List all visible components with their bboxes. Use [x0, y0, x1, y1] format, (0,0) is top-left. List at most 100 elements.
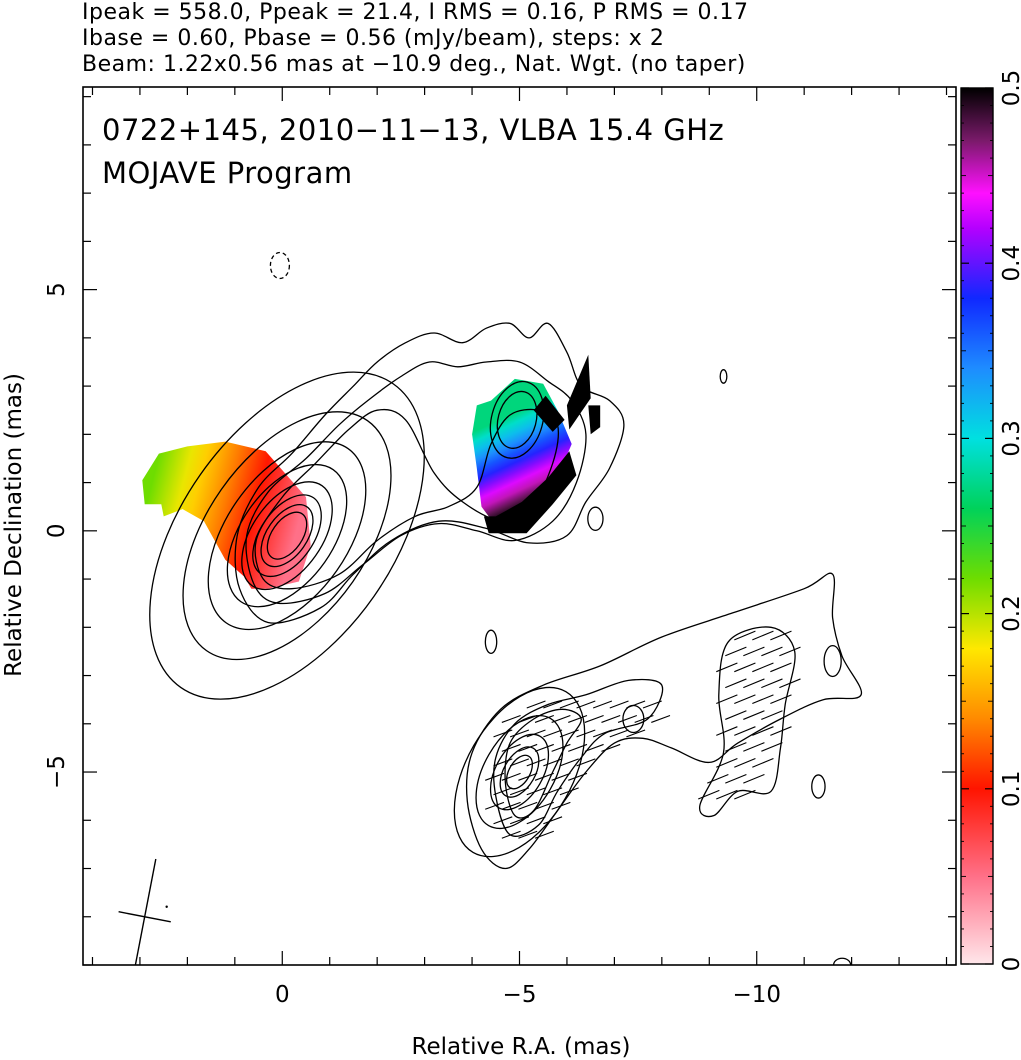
polarization-vector [501, 801, 521, 810]
axis-ticks [83, 87, 956, 966]
colorbar-fill [961, 88, 993, 964]
intensity-contour [489, 380, 545, 459]
polarization-vector [734, 630, 756, 641]
intensity-contour [226, 463, 348, 608]
polarization-vector [485, 801, 505, 810]
polarization-vector [534, 714, 554, 723]
polarization-vector [584, 714, 604, 723]
polarization-vector [761, 742, 783, 752]
polarization-vector [534, 743, 554, 752]
intensity-contour [475, 714, 564, 830]
polarization-vector [642, 700, 662, 709]
y-tick-label: 5 [44, 282, 70, 297]
polarization-vector [725, 773, 747, 784]
polarization-vector [752, 726, 774, 736]
polarization-vector [576, 700, 596, 709]
polarization-vector [626, 700, 646, 709]
fractional-polarization-layer [142, 354, 601, 589]
intensity-contour [832, 957, 852, 965]
polarization-vector [634, 714, 654, 723]
colorbar: 0 0.1 0.2 0.3 0.4 0.5 [960, 70, 1021, 971]
high-fraction-block [483, 451, 577, 534]
polarization-vector [576, 758, 596, 767]
polarization-vector [526, 758, 546, 767]
polarization-vector [518, 772, 538, 781]
polarization-vector [761, 646, 783, 657]
y-axis-label: Relative Declination (mas) [1, 373, 27, 677]
polarization-vector [770, 630, 792, 641]
polarization-vector [584, 743, 604, 752]
colorbar-tick-label: 0.5 [999, 70, 1021, 107]
header-line-3: Beam: 1.22x0.56 mas at −10.9 deg., Nat. … [82, 52, 746, 77]
polarization-vector [698, 789, 720, 800]
polarization-vector [501, 772, 521, 781]
polarization-vector [509, 816, 530, 825]
polarization-vector [534, 830, 554, 839]
polarization-vector [592, 700, 613, 709]
colorbar-tick-label: 0.3 [999, 420, 1021, 457]
colorbar-tick-label: 0.1 [999, 771, 1021, 808]
beam-minor-axis [118, 911, 171, 923]
polarization-vector [493, 787, 513, 796]
polarization-vector [770, 726, 792, 736]
polarization-vector [551, 801, 571, 810]
polarization-vector [752, 630, 774, 641]
intensity-contour [245, 359, 587, 605]
polarization-vector [743, 773, 765, 784]
polarization-vector [551, 772, 571, 781]
polarization-vector [568, 714, 588, 723]
polarization-vector [725, 742, 747, 752]
polarization-vector [501, 714, 521, 723]
polarization-vector [716, 758, 738, 768]
polarization-vector [761, 678, 783, 689]
intensity-contour [499, 746, 540, 798]
polarization-vector [543, 700, 563, 709]
intensity-contour [266, 511, 308, 560]
polarization-vector [651, 714, 671, 723]
polarization-vector [559, 729, 579, 738]
intensity-contour [241, 481, 333, 591]
intensity-contour [484, 629, 498, 655]
polarization-vector [559, 758, 579, 767]
polarization-vector [485, 772, 505, 781]
polarization-vector [592, 729, 613, 738]
polarization-vector [734, 758, 756, 768]
polarization-vector [734, 789, 756, 800]
polarization-vector [518, 801, 538, 810]
colorbar-tick-label: 0.2 [999, 595, 1021, 632]
colorbar-ticks: 0 0.1 0.2 0.3 0.4 0.5 [961, 70, 1021, 971]
polarization-vector [601, 743, 621, 752]
polarization-vector [526, 729, 546, 738]
polarization-vector [716, 726, 738, 736]
high-fraction-block [588, 405, 601, 435]
polarization-vector [543, 729, 563, 738]
polarization-vector [716, 662, 738, 673]
high-fraction-block [566, 354, 591, 430]
y-tick-label: −5 [44, 755, 70, 789]
polarization-vector [543, 758, 563, 767]
polarization-vector [779, 646, 801, 657]
polarization-vector [526, 816, 546, 825]
map-plot-area [118, 251, 863, 965]
polarization-vector [568, 743, 588, 752]
polarization-vector [752, 694, 774, 705]
polarization-vector [743, 646, 765, 657]
intensity-contour [182, 411, 392, 661]
x-tick-label: −5 [503, 982, 537, 1008]
polarization-vector [725, 646, 747, 657]
intensity-contour [811, 774, 826, 799]
polarization-vector [509, 787, 530, 796]
polarization-vector [716, 694, 738, 705]
program-annotation: MOJAVE Program [102, 156, 353, 190]
intensity-contour [453, 686, 586, 858]
intensity-contour [234, 322, 625, 624]
intensity-contour [699, 626, 796, 818]
intensity-contour [254, 408, 560, 590]
polarization-vector [534, 772, 554, 781]
polarization-vector [707, 773, 729, 784]
polarization-vector [743, 678, 765, 689]
polarization-vector [626, 729, 646, 738]
polarization-vector [543, 816, 563, 825]
polarization-vector [509, 758, 530, 767]
polarization-vector [770, 662, 792, 673]
